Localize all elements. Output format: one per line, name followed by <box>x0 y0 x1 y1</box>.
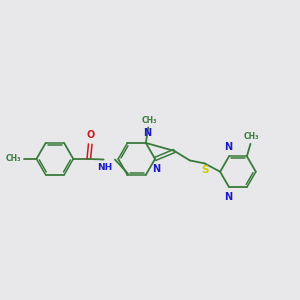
Text: CH₃: CH₃ <box>142 116 157 124</box>
Text: N: N <box>152 164 160 174</box>
Text: N: N <box>143 128 151 138</box>
Text: N: N <box>224 192 232 202</box>
Text: O: O <box>86 130 94 140</box>
Text: CH₃: CH₃ <box>244 132 260 141</box>
Text: NH: NH <box>97 163 112 172</box>
Text: S: S <box>201 165 209 175</box>
Text: N: N <box>224 142 232 152</box>
Text: CH₃: CH₃ <box>6 154 22 164</box>
